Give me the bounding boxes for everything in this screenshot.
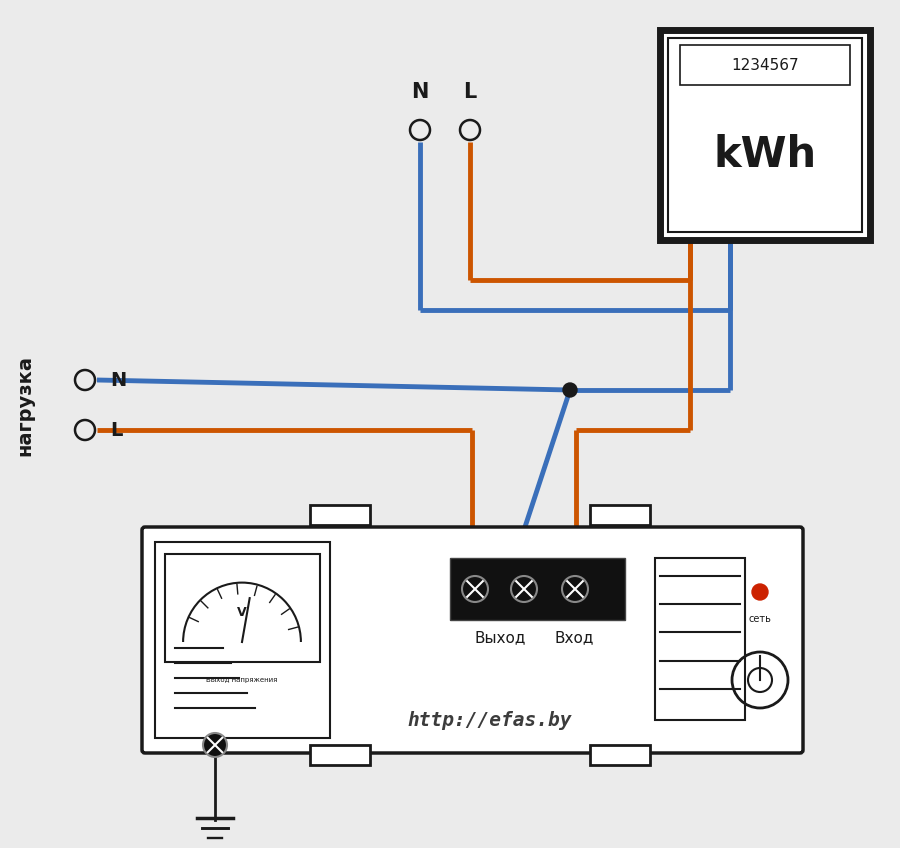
Circle shape [410, 120, 430, 140]
Circle shape [203, 733, 227, 757]
Text: kWh: kWh [714, 134, 816, 176]
Text: Вход: Вход [554, 630, 594, 645]
FancyBboxPatch shape [668, 38, 862, 232]
FancyBboxPatch shape [310, 505, 370, 525]
Text: сеть: сеть [749, 614, 771, 624]
Circle shape [75, 420, 95, 440]
Text: N: N [110, 371, 126, 389]
FancyBboxPatch shape [590, 745, 650, 765]
FancyBboxPatch shape [310, 745, 370, 765]
Text: N: N [411, 82, 428, 102]
FancyBboxPatch shape [155, 542, 330, 738]
FancyBboxPatch shape [680, 45, 850, 85]
Text: нагрузка: нагрузка [15, 354, 34, 455]
FancyBboxPatch shape [165, 554, 320, 662]
FancyBboxPatch shape [142, 527, 803, 753]
Text: Выход напряжения: Выход напряжения [206, 677, 278, 683]
FancyBboxPatch shape [655, 558, 745, 720]
Circle shape [462, 576, 488, 602]
Text: 1234567: 1234567 [731, 58, 799, 72]
Circle shape [460, 120, 480, 140]
FancyBboxPatch shape [660, 30, 870, 240]
Text: L: L [110, 421, 122, 439]
Text: http://efas.by: http://efas.by [408, 711, 572, 729]
Circle shape [511, 576, 537, 602]
FancyBboxPatch shape [590, 505, 650, 525]
Text: Выход: Выход [474, 630, 526, 645]
Circle shape [562, 576, 588, 602]
Circle shape [748, 668, 772, 692]
Circle shape [563, 383, 577, 397]
Circle shape [752, 584, 768, 600]
FancyBboxPatch shape [450, 558, 625, 620]
Text: L: L [464, 82, 477, 102]
Circle shape [75, 370, 95, 390]
Text: V: V [238, 605, 247, 619]
